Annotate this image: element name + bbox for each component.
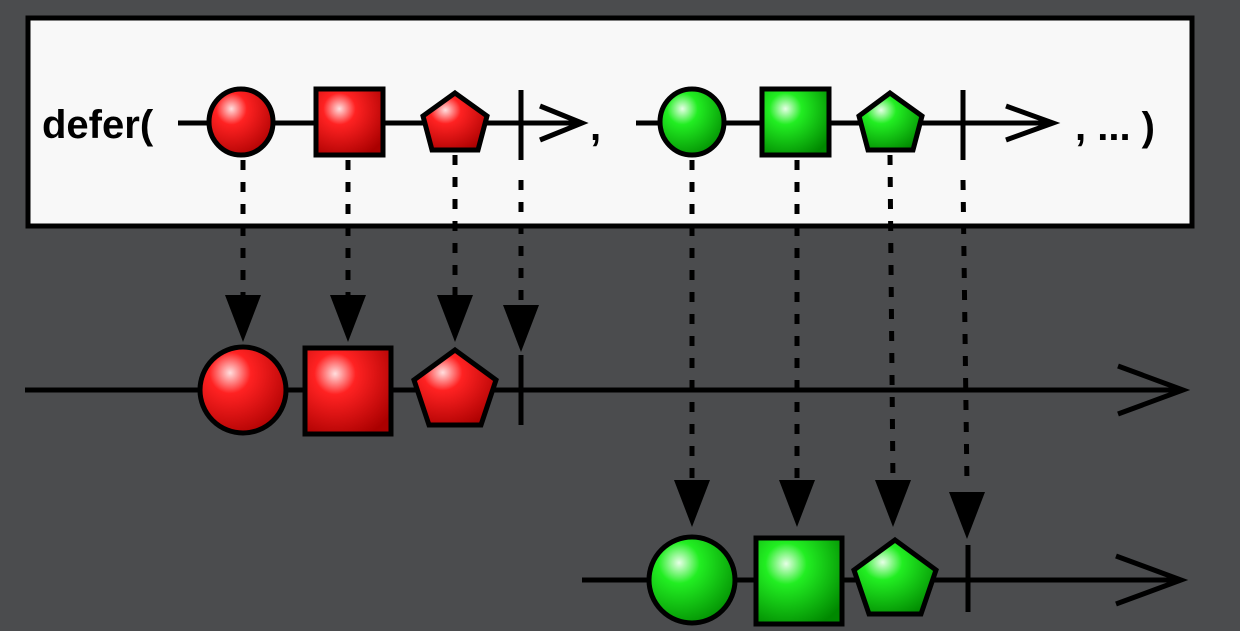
green-circle-marble: [657, 86, 727, 158]
trailing-ellipsis: , ... ): [1075, 105, 1155, 149]
connector-arrowheads: [225, 295, 985, 539]
operator-label: defer(: [42, 103, 154, 147]
green-pentagon-marble-output: [851, 536, 939, 617]
dotted-connectors: [240, 154, 970, 486]
source-green-timeline: [636, 86, 1061, 160]
green-square-marble-output: [753, 535, 845, 627]
red-pentagon-marble-output: [411, 346, 499, 428]
output-red-timeline: [25, 344, 1191, 437]
red-circle-marble: [206, 86, 276, 158]
red-pentagon-marble: [420, 89, 490, 153]
green-circle-marble-output: [646, 534, 738, 626]
red-circle-marble-output: [197, 344, 289, 436]
output-green-timeline: [582, 534, 1189, 627]
separator: ,: [590, 105, 601, 149]
green-square-marble: [759, 86, 832, 158]
red-square-marble-output: [302, 345, 394, 437]
green-pentagon-marble: [856, 89, 925, 153]
red-square-marble: [313, 86, 386, 158]
source-red-timeline: [178, 86, 589, 160]
